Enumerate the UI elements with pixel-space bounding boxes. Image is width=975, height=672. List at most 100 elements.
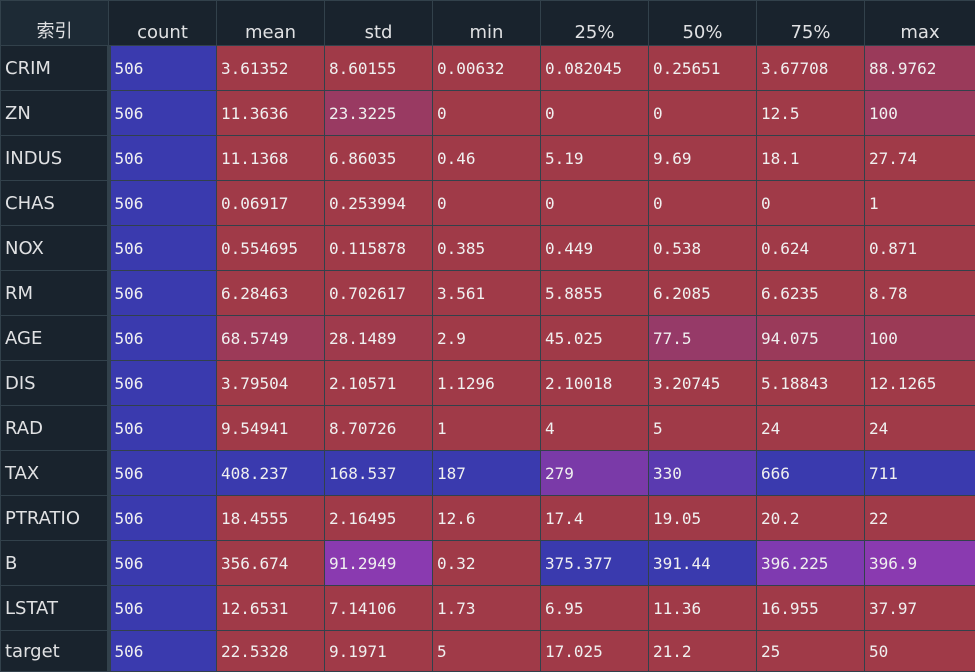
table-cell[interactable]: 187 (432, 450, 541, 496)
table-cell[interactable]: 20.2 (756, 495, 865, 541)
table-cell[interactable]: 3.61352 (216, 45, 325, 91)
table-cell[interactable]: 22.5328 (216, 630, 325, 672)
table-cell[interactable]: 408.237 (216, 450, 325, 496)
table-cell[interactable]: 5.18843 (756, 360, 865, 406)
index-header[interactable]: 索引 (0, 0, 109, 46)
table-cell[interactable]: 1 (864, 180, 975, 226)
table-cell[interactable]: 391.44 (648, 540, 757, 586)
table-cell[interactable]: 506 (108, 540, 217, 586)
table-cell[interactable]: 11.36 (648, 585, 757, 631)
table-cell[interactable]: 1.1296 (432, 360, 541, 406)
table-cell[interactable]: 506 (108, 585, 217, 631)
table-cell[interactable]: 0 (432, 180, 541, 226)
table-cell[interactable]: 506 (108, 45, 217, 91)
table-cell[interactable]: 45.025 (540, 315, 649, 361)
table-cell[interactable]: 28.1489 (324, 315, 433, 361)
row-header[interactable]: RAD (0, 405, 111, 451)
table-cell[interactable]: 12.5 (756, 90, 865, 136)
table-cell[interactable]: 19.05 (648, 495, 757, 541)
table-cell[interactable]: 77.5 (648, 315, 757, 361)
table-cell[interactable]: 100 (864, 90, 975, 136)
table-cell[interactable]: 506 (108, 405, 217, 451)
table-cell[interactable]: 279 (540, 450, 649, 496)
table-cell[interactable]: 666 (756, 450, 865, 496)
table-cell[interactable]: 3.79504 (216, 360, 325, 406)
table-cell[interactable]: 5 (432, 630, 541, 672)
row-header[interactable]: DIS (0, 360, 111, 406)
table-cell[interactable]: 17.025 (540, 630, 649, 672)
row-header[interactable]: ZN (0, 90, 111, 136)
table-cell[interactable]: 6.95 (540, 585, 649, 631)
table-cell[interactable]: 3.67708 (756, 45, 865, 91)
table-cell[interactable]: 9.69 (648, 135, 757, 181)
table-cell[interactable]: 6.6235 (756, 270, 865, 316)
table-cell[interactable]: 12.6531 (216, 585, 325, 631)
table-cell[interactable]: 356.674 (216, 540, 325, 586)
table-cell[interactable]: 2.10018 (540, 360, 649, 406)
table-cell[interactable]: 506 (108, 180, 217, 226)
row-header[interactable]: INDUS (0, 135, 111, 181)
table-cell[interactable]: 506 (108, 450, 217, 496)
column-header[interactable]: min (432, 0, 541, 46)
table-cell[interactable]: 506 (108, 270, 217, 316)
table-cell[interactable]: 25 (756, 630, 865, 672)
table-cell[interactable]: 50 (864, 630, 975, 672)
table-cell[interactable]: 0.115878 (324, 225, 433, 271)
table-cell[interactable]: 0 (540, 180, 649, 226)
table-cell[interactable]: 0.871 (864, 225, 975, 271)
table-cell[interactable]: 506 (108, 630, 217, 672)
table-cell[interactable]: 23.3225 (324, 90, 433, 136)
table-cell[interactable]: 27.74 (864, 135, 975, 181)
table-cell[interactable]: 3.20745 (648, 360, 757, 406)
row-header[interactable]: CRIM (0, 45, 111, 91)
table-cell[interactable]: 0 (756, 180, 865, 226)
table-cell[interactable]: 1 (432, 405, 541, 451)
table-cell[interactable]: 506 (108, 495, 217, 541)
table-cell[interactable]: 375.377 (540, 540, 649, 586)
table-cell[interactable]: 396.9 (864, 540, 975, 586)
table-cell[interactable]: 7.14106 (324, 585, 433, 631)
table-cell[interactable]: 0 (648, 180, 757, 226)
table-cell[interactable]: 8.70726 (324, 405, 433, 451)
table-cell[interactable]: 0.702617 (324, 270, 433, 316)
table-cell[interactable]: 0.00632 (432, 45, 541, 91)
column-header[interactable]: count (108, 0, 217, 46)
table-cell[interactable]: 17.4 (540, 495, 649, 541)
row-header[interactable]: LSTAT (0, 585, 111, 631)
table-cell[interactable]: 16.955 (756, 585, 865, 631)
table-cell[interactable]: 0 (432, 90, 541, 136)
table-cell[interactable]: 8.60155 (324, 45, 433, 91)
table-cell[interactable]: 0.253994 (324, 180, 433, 226)
table-cell[interactable]: 21.2 (648, 630, 757, 672)
row-header[interactable]: RM (0, 270, 111, 316)
column-header[interactable]: 75% (756, 0, 865, 46)
table-cell[interactable]: 100 (864, 315, 975, 361)
table-cell[interactable]: 12.6 (432, 495, 541, 541)
table-cell[interactable]: 0.385 (432, 225, 541, 271)
table-cell[interactable]: 0.082045 (540, 45, 649, 91)
table-cell[interactable]: 6.2085 (648, 270, 757, 316)
table-cell[interactable]: 9.1971 (324, 630, 433, 672)
table-cell[interactable]: 6.86035 (324, 135, 433, 181)
table-cell[interactable]: 6.28463 (216, 270, 325, 316)
row-header[interactable]: NOX (0, 225, 111, 271)
table-cell[interactable]: 3.561 (432, 270, 541, 316)
table-cell[interactable]: 168.537 (324, 450, 433, 496)
table-cell[interactable]: 12.1265 (864, 360, 975, 406)
column-header[interactable]: max (864, 0, 975, 46)
column-header[interactable]: std (324, 0, 433, 46)
table-cell[interactable]: 24 (756, 405, 865, 451)
column-header[interactable]: 50% (648, 0, 757, 46)
table-cell[interactable]: 11.3636 (216, 90, 325, 136)
table-cell[interactable]: 0 (648, 90, 757, 136)
table-cell[interactable]: 5.8855 (540, 270, 649, 316)
table-cell[interactable]: 0.554695 (216, 225, 325, 271)
row-header[interactable]: TAX (0, 450, 111, 496)
table-cell[interactable]: 2.16495 (324, 495, 433, 541)
row-header[interactable]: AGE (0, 315, 111, 361)
table-cell[interactable]: 0.46 (432, 135, 541, 181)
table-cell[interactable]: 330 (648, 450, 757, 496)
table-cell[interactable]: 5 (648, 405, 757, 451)
table-cell[interactable]: 2.9 (432, 315, 541, 361)
table-cell[interactable]: 37.97 (864, 585, 975, 631)
